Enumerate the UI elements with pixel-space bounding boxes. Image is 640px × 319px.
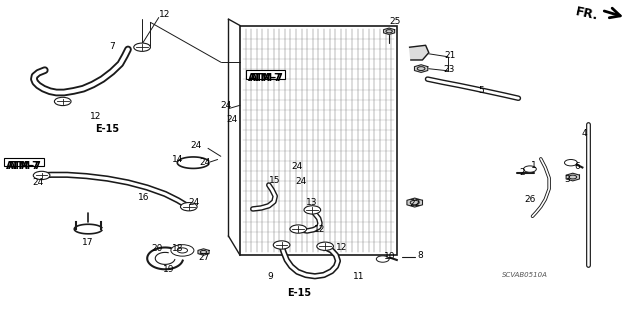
Text: 25: 25 <box>389 17 401 26</box>
Text: ATM-7: ATM-7 <box>8 161 42 171</box>
Text: SCVAB0510A: SCVAB0510A <box>502 272 548 278</box>
Text: 6: 6 <box>575 162 580 171</box>
Text: 24: 24 <box>227 115 238 124</box>
Text: 9: 9 <box>268 272 273 281</box>
Circle shape <box>180 203 197 211</box>
Circle shape <box>317 242 333 250</box>
Text: 12: 12 <box>336 243 348 252</box>
Circle shape <box>417 67 425 70</box>
Text: 24: 24 <box>296 177 307 186</box>
Text: 24: 24 <box>221 101 232 110</box>
Text: 10: 10 <box>384 252 396 261</box>
Text: 21: 21 <box>445 51 456 60</box>
Text: FR.: FR. <box>575 6 600 23</box>
Text: 17: 17 <box>82 238 93 247</box>
Text: ATM-7: ATM-7 <box>250 73 284 83</box>
FancyBboxPatch shape <box>246 70 285 79</box>
Text: 11: 11 <box>353 272 365 281</box>
Text: 24: 24 <box>189 198 200 207</box>
Polygon shape <box>198 249 209 255</box>
Text: E-15: E-15 <box>95 124 119 134</box>
Circle shape <box>410 200 419 205</box>
Text: 24: 24 <box>200 158 211 167</box>
Text: 12: 12 <box>159 10 170 19</box>
Text: 22: 22 <box>410 199 421 208</box>
Text: 12: 12 <box>314 225 325 234</box>
Bar <box>240 26 397 255</box>
Polygon shape <box>566 173 579 181</box>
Polygon shape <box>410 45 429 60</box>
Text: 15: 15 <box>269 176 280 185</box>
Text: 24: 24 <box>32 178 44 187</box>
Circle shape <box>376 256 389 262</box>
Circle shape <box>386 30 392 33</box>
Text: 19: 19 <box>163 265 175 274</box>
Circle shape <box>564 160 577 166</box>
Text: 18: 18 <box>172 244 183 253</box>
FancyBboxPatch shape <box>4 158 44 166</box>
Text: 8: 8 <box>417 251 423 260</box>
Circle shape <box>290 225 307 233</box>
Circle shape <box>200 250 207 254</box>
Circle shape <box>177 248 188 253</box>
Text: 13: 13 <box>306 198 317 207</box>
Polygon shape <box>407 198 422 207</box>
Circle shape <box>171 245 194 256</box>
Text: 2: 2 <box>520 168 525 177</box>
Text: 4: 4 <box>581 129 587 138</box>
Text: ATM-7: ATM-7 <box>248 73 282 83</box>
Polygon shape <box>383 28 395 34</box>
Circle shape <box>524 166 536 172</box>
Text: 14: 14 <box>172 155 183 164</box>
Text: 23: 23 <box>443 65 454 74</box>
Text: 5: 5 <box>479 86 484 95</box>
Circle shape <box>134 43 150 51</box>
Polygon shape <box>415 65 428 72</box>
Text: 7: 7 <box>109 42 115 51</box>
Text: 24: 24 <box>291 162 303 171</box>
Circle shape <box>33 171 50 180</box>
Circle shape <box>304 206 321 214</box>
Text: 16: 16 <box>138 193 149 202</box>
Text: 24: 24 <box>191 141 202 150</box>
Circle shape <box>569 175 577 179</box>
Text: E-15: E-15 <box>287 288 311 298</box>
Text: 3: 3 <box>564 175 570 184</box>
Text: 1: 1 <box>531 161 537 170</box>
Circle shape <box>273 241 290 249</box>
Text: 12: 12 <box>90 112 101 121</box>
Text: 20: 20 <box>152 244 163 253</box>
Text: ATM-7: ATM-7 <box>6 161 40 171</box>
Text: 27: 27 <box>198 253 210 262</box>
Text: 26: 26 <box>525 195 536 204</box>
Circle shape <box>54 97 71 106</box>
